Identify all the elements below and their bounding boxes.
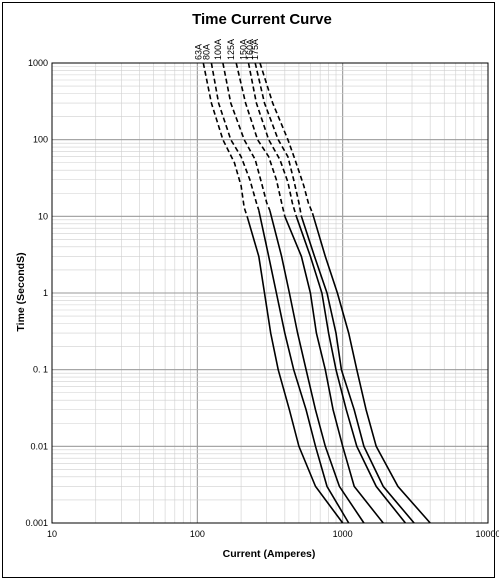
series-line-solid	[284, 215, 384, 524]
series-label: 80A	[201, 44, 211, 60]
y-tick-label: 0.01	[30, 441, 48, 451]
chart-frame	[2, 2, 495, 578]
plot-area	[51, 62, 489, 524]
series-line-solid	[295, 216, 407, 524]
grid	[51, 62, 489, 524]
series-line-solid	[246, 216, 344, 524]
x-tick-label: 1000	[333, 529, 353, 539]
series-80A	[210, 62, 350, 524]
series-label: 160A	[245, 39, 255, 60]
series-150A	[247, 62, 407, 524]
series-line-dashed	[254, 62, 303, 217]
y-tick-label: 10	[38, 211, 48, 221]
series-label: 63A	[193, 44, 203, 60]
series-line-dashed	[259, 62, 314, 214]
series-line-solid	[258, 210, 350, 524]
series-layer	[202, 62, 431, 524]
x-axis-label: Current (Amperes)	[223, 548, 316, 560]
y-tick-label: 100	[33, 135, 48, 145]
series-label: 125A	[226, 39, 236, 60]
series-100A	[222, 62, 365, 524]
y-tick-label: 0.001	[25, 518, 48, 528]
chart-title: Time Current Curve	[192, 11, 332, 28]
y-axis-label: Time (SecondS)	[15, 252, 27, 331]
series-line-dashed	[222, 62, 271, 211]
series-line-dashed	[202, 62, 248, 217]
series-line-solid	[311, 212, 431, 524]
series-label: 175A	[250, 39, 260, 60]
y-tick-label: 1	[43, 288, 48, 298]
x-tick-label: 10	[47, 529, 57, 539]
series-160A	[254, 62, 415, 524]
y-tick-label: 1000	[28, 58, 48, 68]
series-125A	[235, 62, 384, 524]
x-tick-label: 10000	[475, 529, 499, 539]
series-line-solid	[300, 216, 415, 524]
series-line-dashed	[235, 62, 286, 217]
series-line-dashed	[247, 62, 298, 217]
x-tick-label: 100	[190, 529, 205, 539]
y-tick-label: 0. 1	[33, 365, 48, 375]
series-175A	[259, 62, 431, 524]
series-label: 150A	[239, 39, 249, 60]
series-line-solid	[269, 210, 365, 524]
series-63A	[202, 62, 344, 524]
tick-labels: 10 100 1000 10000 0.001 0.01 0. 1 1 10 100 1000	[25, 58, 499, 539]
series-line-dashed	[210, 62, 260, 211]
series-label: 100A	[213, 39, 223, 60]
